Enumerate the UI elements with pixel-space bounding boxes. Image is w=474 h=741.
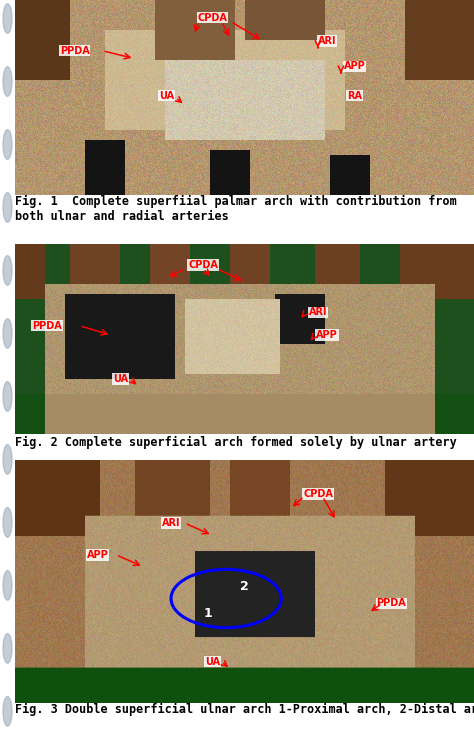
Text: ARI: ARI [318,36,337,46]
Ellipse shape [3,571,12,600]
Text: 1: 1 [203,607,212,619]
Text: UA: UA [113,374,128,384]
Text: 2: 2 [240,580,249,593]
Ellipse shape [3,4,12,33]
Ellipse shape [3,445,12,474]
Text: APP: APP [87,550,109,559]
Text: ARI: ARI [162,518,180,528]
Ellipse shape [3,508,12,537]
Text: APP: APP [316,330,338,340]
Text: PPDA: PPDA [32,321,62,330]
Ellipse shape [3,130,12,159]
Ellipse shape [3,382,12,411]
Ellipse shape [3,697,12,726]
Text: UA: UA [205,657,220,667]
Text: APP: APP [344,62,365,71]
Text: CPDA: CPDA [303,489,333,499]
Ellipse shape [3,256,12,285]
Ellipse shape [3,67,12,96]
Text: CPDA: CPDA [198,13,228,22]
Text: ARI: ARI [309,308,327,317]
Text: PPDA: PPDA [376,599,406,608]
Text: PPDA: PPDA [60,46,90,56]
Text: Fig. 1  Complete superfiial palmar arch with contribution from
both ulnar and ra: Fig. 1 Complete superfiial palmar arch w… [15,195,457,223]
Text: Fig. 3 Double superficial ulnar arch 1-Proximal arch, 2-Distal arch: Fig. 3 Double superficial ulnar arch 1-P… [15,703,474,716]
Ellipse shape [3,319,12,348]
Text: RA: RA [347,90,362,101]
Text: Fig. 2 Complete superficial arch formed solely by ulnar artery: Fig. 2 Complete superficial arch formed … [15,436,457,449]
Ellipse shape [3,193,12,222]
Text: UA: UA [159,90,174,101]
Ellipse shape [3,634,12,663]
Text: CPDA: CPDA [188,260,218,270]
